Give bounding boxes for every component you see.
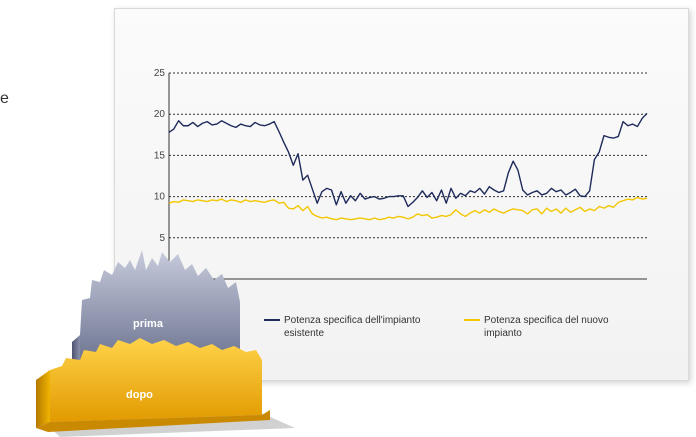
prima-block: [80, 250, 240, 360]
dopo-block: [50, 338, 262, 422]
y-tick-label-20: 20: [154, 109, 166, 120]
before-after-illustration: prima dopo: [36, 250, 295, 437]
y-tick-label-25: 25: [154, 68, 166, 79]
series-line-0: [168, 112, 648, 208]
legend: Potenza specifica dell'impianto esistente…: [264, 315, 609, 339]
series-line-1: [168, 196, 648, 221]
dopo-front: [36, 410, 270, 432]
legend-label-1: Potenza specifica del nuovo: [484, 315, 609, 326]
grid-lines: [169, 72, 647, 239]
prima-label: prima: [133, 318, 164, 330]
dopo-label: dopo: [126, 389, 153, 401]
y-tick-label-15: 15: [154, 150, 166, 161]
dopo-side: [36, 370, 50, 428]
legend-label-1: impianto: [484, 328, 522, 339]
legend-label-0: esistente: [284, 328, 324, 339]
cropped-text: e: [0, 90, 9, 107]
axes: [168, 73, 647, 280]
line-chart: 0510152025 Potenza specifica dell'impian…: [154, 68, 648, 339]
legend-label-0: Potenza specifica dell'impianto: [284, 315, 421, 326]
y-tick-label-5: 5: [159, 233, 165, 244]
series-lines: [168, 112, 648, 221]
y-tick-label-10: 10: [154, 192, 166, 203]
